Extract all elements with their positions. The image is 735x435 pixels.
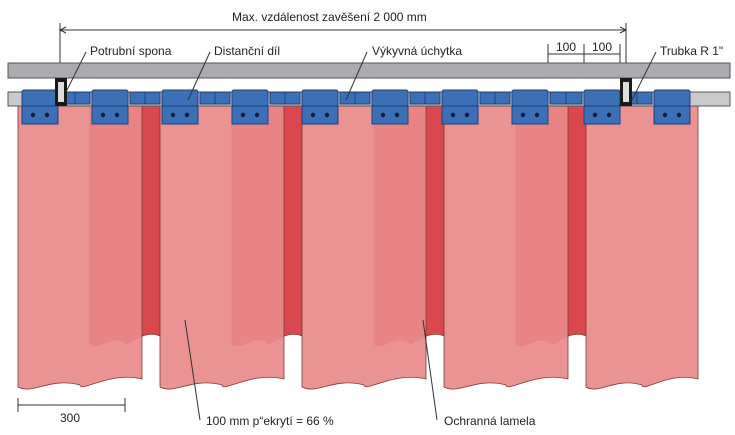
- rivet: [394, 112, 400, 118]
- rivet: [324, 112, 330, 118]
- rivet: [520, 112, 526, 118]
- swing-clip: [441, 89, 479, 125]
- front-strip: [443, 105, 569, 390]
- front-strip: [301, 105, 427, 390]
- rivet: [114, 112, 120, 118]
- swing-clip: [21, 89, 59, 125]
- swing-clip: [511, 89, 549, 125]
- rivet: [310, 112, 316, 118]
- swing-clip: [301, 89, 339, 125]
- rivet: [240, 112, 246, 118]
- front-strips: [17, 105, 699, 390]
- rivet: [254, 112, 260, 118]
- swing-clip: [371, 89, 409, 125]
- label-scale-300: 300: [60, 411, 81, 425]
- rivet: [184, 112, 190, 118]
- label-pipe-clamp: Potrubní spona: [90, 44, 172, 58]
- label-spacer: Distanční díl: [214, 44, 281, 58]
- leader-lines: [65, 51, 657, 421]
- rivet: [662, 112, 668, 118]
- rivet: [170, 112, 176, 118]
- pipe-clamp-right: [620, 78, 632, 106]
- rivet: [450, 112, 456, 118]
- front-strip: [17, 105, 143, 390]
- swing-clip: [583, 89, 621, 125]
- swing-clip: [653, 89, 691, 125]
- rivet: [44, 112, 50, 118]
- scale-bar-300: [17, 398, 126, 412]
- front-strip: [159, 105, 285, 390]
- rivet: [676, 112, 682, 118]
- rivet: [464, 112, 470, 118]
- label-strip: Ochranná lamela: [444, 414, 536, 428]
- rivet: [592, 112, 598, 118]
- label-max-distance: Max. vzdálenost zavěšení 2 000 mm: [232, 10, 427, 24]
- spacing-dimension: [547, 44, 621, 64]
- label-overlap: 100 mm p“ekrytí = 66 %: [206, 414, 334, 428]
- swing-clip: [91, 89, 129, 125]
- rivet: [380, 112, 386, 118]
- rivet: [30, 112, 36, 118]
- label-pipe: Trubka R 1": [660, 44, 724, 58]
- rivet: [534, 112, 540, 118]
- label-dim-100-a: 100: [556, 40, 577, 54]
- rivet: [100, 112, 106, 118]
- pipe-clamp-left: [55, 78, 67, 106]
- label-swing-clip: Výkyvná úchytka: [372, 44, 463, 58]
- label-dim-100-b: 100: [592, 40, 613, 54]
- support-rail: [7, 62, 731, 79]
- rivet: [606, 112, 612, 118]
- swing-clip: [161, 89, 199, 125]
- front-strip: [585, 105, 699, 390]
- swing-clip: [231, 89, 269, 125]
